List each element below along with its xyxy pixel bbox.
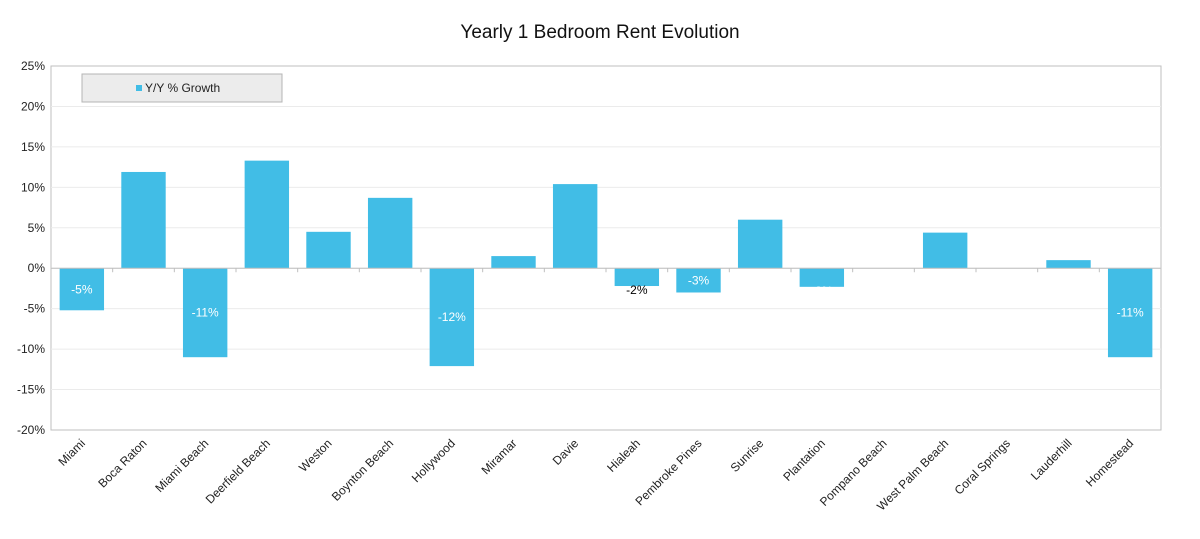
x-tick-label: Miramar <box>479 436 520 477</box>
x-tick-label: Miami Beach <box>152 436 211 495</box>
bar <box>1107 268 1153 358</box>
data-label: -11% <box>192 306 219 320</box>
bar <box>614 268 660 287</box>
x-tick-label: Boynton Beach <box>329 436 396 503</box>
bar <box>676 268 721 293</box>
y-tick-label: 0% <box>28 261 46 275</box>
bar <box>306 231 351 269</box>
data-label: -5% <box>71 282 93 296</box>
bar <box>367 197 413 269</box>
legend: Y/Y % Growth <box>81 73 283 103</box>
legend-swatch <box>136 85 142 91</box>
y-tick-label: -5% <box>24 302 46 316</box>
data-label: -12% <box>438 310 466 324</box>
chart-title: Yearly 1 Bedroom Rent Evolution <box>460 22 739 43</box>
x-tick-label: Homestead <box>1083 436 1136 489</box>
bar <box>182 268 228 358</box>
x-tick-label: Plantation <box>780 436 828 484</box>
y-tick-label: 10% <box>21 180 45 194</box>
x-tick-label: Boca Raton <box>95 436 149 490</box>
bar <box>1046 260 1091 269</box>
bar <box>244 160 290 269</box>
y-axis-ticks: -20% -15% -10% -5% 0% 5% 10% 15% 20% 25% <box>17 59 45 437</box>
x-tick-label: Davie <box>550 436 582 468</box>
data-label: -2% <box>811 284 833 298</box>
y-tick-label: -10% <box>17 342 45 356</box>
x-tick-label: Sunrise <box>728 436 767 475</box>
bar <box>491 256 536 269</box>
x-tick-label: Deerfield Beach <box>203 436 273 506</box>
bar <box>922 232 968 269</box>
y-tick-label: -20% <box>17 423 45 437</box>
bar <box>552 184 598 269</box>
x-tick-label: Pembroke Pines <box>632 436 704 508</box>
y-tick-label: 25% <box>21 59 45 73</box>
data-label: -11% <box>1117 306 1144 320</box>
x-tick-label: Lauderhill <box>1028 436 1075 483</box>
bar <box>121 171 166 269</box>
legend-box <box>81 73 283 103</box>
data-label: -3% <box>688 273 710 287</box>
x-tick-label: Hollywood <box>409 436 458 485</box>
data-labels: -5% -11% -12% -2% -3% -2% -11% <box>71 273 1144 324</box>
bars <box>59 160 1153 367</box>
y-tick-label: 20% <box>21 99 45 113</box>
legend-label: Y/Y % Growth <box>145 81 220 95</box>
plot-area <box>50 65 1162 431</box>
bar <box>737 219 783 269</box>
x-tick-label: Coral Springs <box>952 436 1013 497</box>
data-label: -2% <box>626 283 648 297</box>
x-tick-label: Weston <box>296 436 335 475</box>
bar <box>429 268 475 367</box>
x-tick-label: Hialeah <box>604 436 643 475</box>
bar <box>799 268 845 287</box>
bar <box>59 268 105 311</box>
x-tick-label: Miami <box>55 436 88 469</box>
y-tick-label: 15% <box>21 140 45 154</box>
y-tick-label: 5% <box>28 221 46 235</box>
y-tick-label: -15% <box>17 383 45 397</box>
